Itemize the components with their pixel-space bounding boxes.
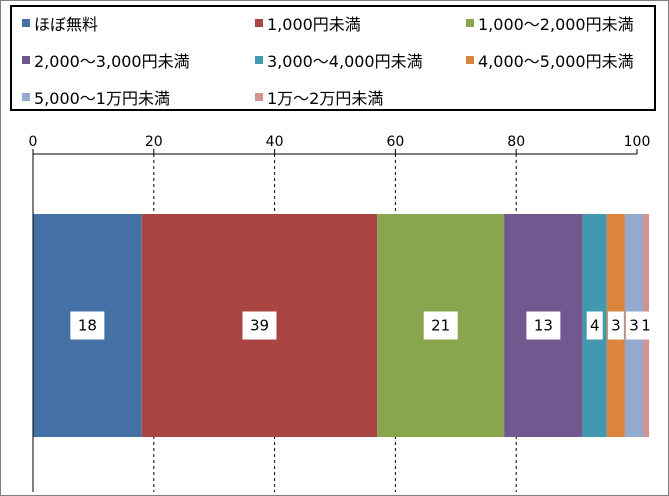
data-label-text: 3 xyxy=(611,317,621,335)
legend-swatch xyxy=(466,19,474,27)
data-label: 13 xyxy=(526,311,561,340)
data-label: 4 xyxy=(586,311,603,340)
data-label-text: 3 xyxy=(629,317,639,335)
tick-label: 60 xyxy=(386,134,404,150)
data-label-text: 18 xyxy=(78,317,97,335)
tick-label: 0 xyxy=(29,134,38,150)
data-label-box xyxy=(586,311,603,340)
tick-label: 80 xyxy=(507,134,525,150)
legend-label: 1,000〜2,000円未満 xyxy=(478,15,634,34)
legend-item: 5,000〜1万円未満 xyxy=(22,85,170,109)
legend-swatch xyxy=(22,19,30,27)
legend-swatch xyxy=(255,19,263,27)
data-label: 3 xyxy=(607,311,624,340)
tick-label: 100 xyxy=(624,134,651,150)
data-label-box xyxy=(70,311,105,340)
data-label-text: 21 xyxy=(431,317,450,335)
legend-item: 4,000〜5,000円未満 xyxy=(466,48,634,72)
legend-label: 1,000円未満 xyxy=(267,15,361,34)
legend-label: 1万〜2万円未満 xyxy=(267,89,384,108)
data-label-box xyxy=(242,311,277,340)
legend-label: ほぼ無料 xyxy=(34,15,99,34)
legend-item: 2,000〜3,000円未満 xyxy=(22,48,190,72)
data-label: 21 xyxy=(423,311,458,340)
data-label: 3 xyxy=(625,311,642,340)
legend-swatch xyxy=(255,93,263,101)
legend-swatch xyxy=(22,93,30,101)
legend-label: 4,000〜5,000円未満 xyxy=(478,52,634,71)
data-label-text: 1 xyxy=(641,317,651,335)
data-label-box xyxy=(625,311,642,340)
data-label-box xyxy=(638,311,655,340)
legend-label: 3,000〜4,000円未満 xyxy=(267,52,423,71)
data-label-box xyxy=(526,311,561,340)
data-label: 18 xyxy=(70,311,105,340)
legend-label: 5,000〜1万円未満 xyxy=(34,89,170,108)
legend: ほぼ無料 1,000円未満 1,000〜2,000円未満 2,000〜3,000円未満… xyxy=(10,5,656,111)
legend-item: 1,000〜2,000円未満 xyxy=(466,11,634,35)
legend-item: ほぼ無料 xyxy=(22,11,98,35)
legend-swatch xyxy=(466,56,474,64)
legend-item: 3,000〜4,000円未満 xyxy=(255,48,423,72)
data-label: 39 xyxy=(242,311,277,340)
data-label-text: 39 xyxy=(250,317,269,335)
data-label-box xyxy=(607,311,624,340)
legend-item: 1,000円未満 xyxy=(255,11,361,35)
data-label-box xyxy=(423,311,458,340)
data-label-text: 13 xyxy=(534,317,553,335)
legend-label: 2,000〜3,000円未満 xyxy=(34,52,190,71)
tick-label: 40 xyxy=(266,134,284,150)
data-label: 1 xyxy=(638,311,655,340)
legend-swatch xyxy=(255,56,263,64)
tick-label: 20 xyxy=(145,134,163,150)
legend-item: 1万〜2万円未満 xyxy=(255,85,383,109)
data-label-text: 4 xyxy=(590,317,600,335)
legend-swatch xyxy=(22,56,30,64)
